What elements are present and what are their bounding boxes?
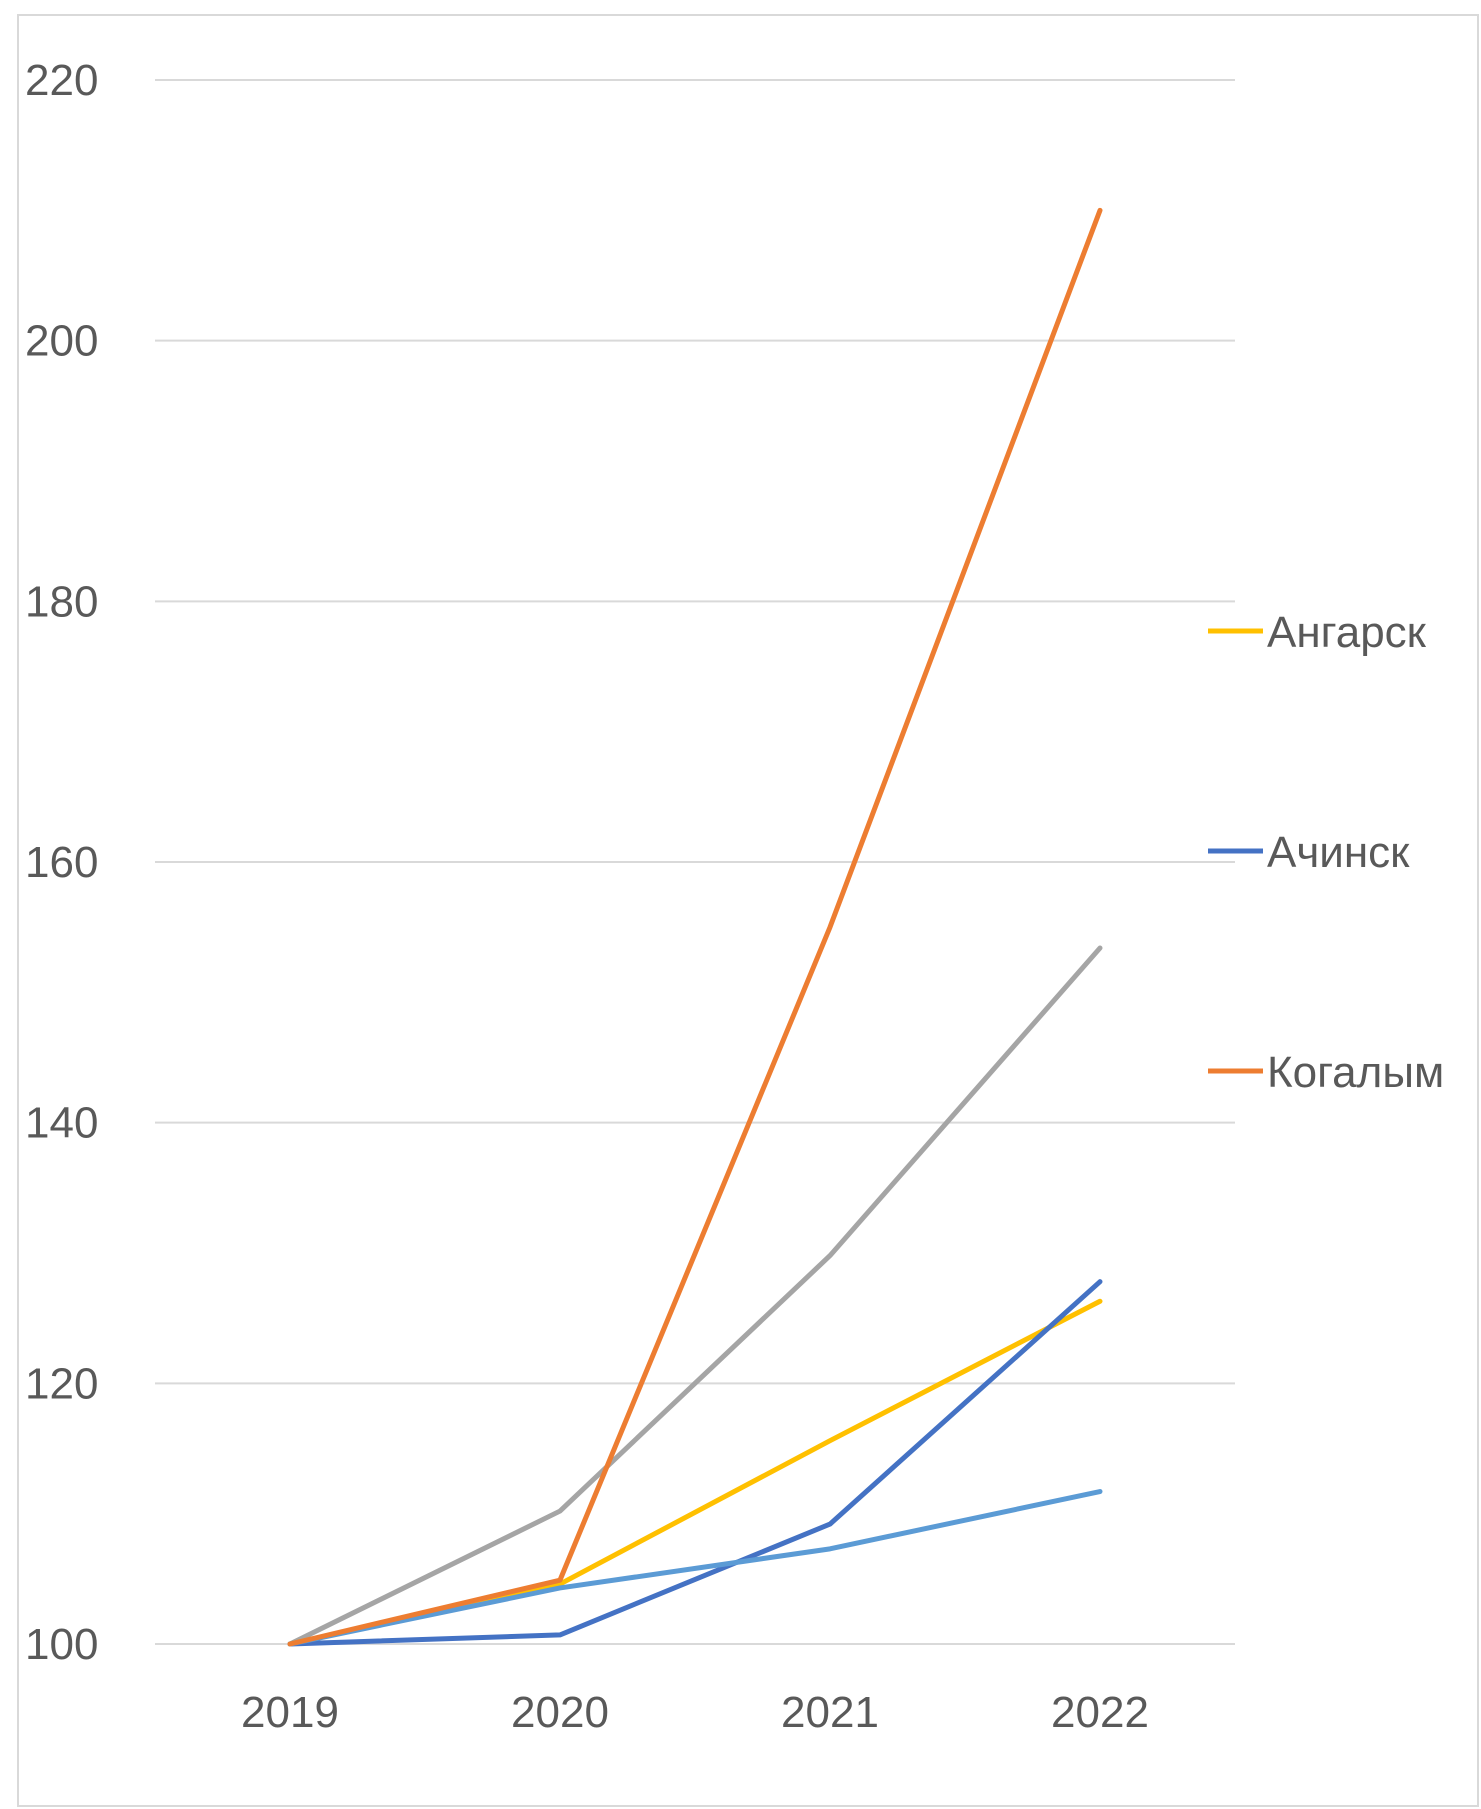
series-line-0 [287,1298,1103,1647]
y-tick-label: 120 [25,1359,98,1408]
legend-label: Ачинск [1267,828,1410,877]
x-tick-label: 2021 [781,1688,879,1737]
series-line-4 [287,1489,1103,1647]
x-tick-label: 2019 [241,1688,339,1737]
y-tick-label: 200 [25,317,98,366]
y-tick-label: 160 [25,838,98,887]
legend: Ангарск Ачинск Когалым [1208,608,1444,1097]
y-tick-label: 180 [25,577,98,626]
y-axis-tick-labels: 100 120 140 160 180 200 220 [25,56,98,1669]
legend-label: Когалым [1267,1048,1444,1097]
x-tick-label: 2022 [1051,1688,1149,1737]
y-tick-label: 220 [25,56,98,105]
x-tick-label: 2020 [511,1688,609,1737]
series-lines [287,207,1103,1647]
series-line-2 [287,207,1103,1647]
chart-frame [17,14,1479,1807]
series-line-3 [287,945,1103,1647]
y-tick-label: 100 [25,1620,98,1669]
y-tick-label: 140 [25,1099,98,1148]
legend-label: Ангарск [1267,608,1427,657]
gridlines [155,79,1235,1645]
series-line-1 [287,1279,1103,1647]
x-axis-tick-labels: 2019 2020 2021 2022 [241,1688,1149,1737]
